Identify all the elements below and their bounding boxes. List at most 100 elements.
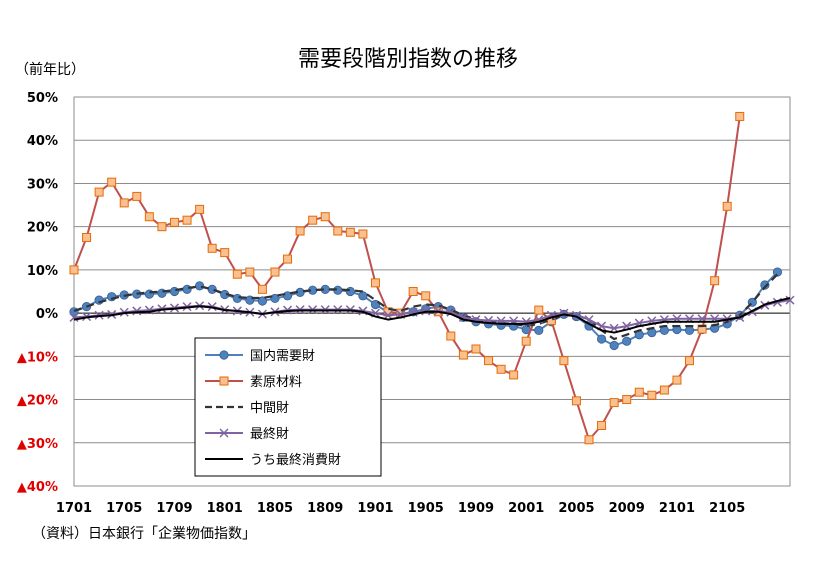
data-point xyxy=(169,286,180,297)
data-point xyxy=(659,385,669,395)
series-group xyxy=(73,297,791,334)
data-point xyxy=(710,276,720,286)
data-point xyxy=(596,334,607,344)
data-point xyxy=(219,350,229,360)
source-note: （資料）日本銀行「企業物価指数」 xyxy=(32,525,256,542)
legend-label: うち最終消費財 xyxy=(250,452,341,468)
data-point xyxy=(571,396,581,406)
data-point xyxy=(672,375,682,385)
data-point-stroke xyxy=(458,312,468,322)
data-point xyxy=(421,291,431,301)
data-point xyxy=(509,370,519,380)
data-point xyxy=(195,204,205,214)
data-point xyxy=(496,364,506,374)
data-point xyxy=(219,428,229,438)
data-point-stroke xyxy=(69,312,79,322)
data-point xyxy=(157,222,167,232)
data-point xyxy=(207,243,217,253)
data-point-stroke xyxy=(785,295,795,305)
data-point-stroke xyxy=(132,306,142,316)
y-tick-label: 10% xyxy=(27,264,58,279)
y-tick-label: ▲40% xyxy=(17,480,58,495)
series-layer xyxy=(69,111,795,445)
data-point xyxy=(559,356,569,366)
chart-title: 需要段階別指数の推移 xyxy=(298,47,518,72)
data-point xyxy=(308,215,318,225)
data-point xyxy=(358,291,368,301)
gridlines xyxy=(73,96,791,487)
data-point xyxy=(622,395,632,405)
data-point xyxy=(182,215,192,225)
data-point xyxy=(609,398,619,408)
data-point xyxy=(521,336,531,346)
legend-label: 最終財 xyxy=(250,426,289,442)
legend-label: 国内需要財 xyxy=(250,348,315,364)
data-point xyxy=(647,390,657,400)
y-tick-label: ▲10% xyxy=(17,350,58,365)
data-point-stroke xyxy=(571,310,581,320)
data-point xyxy=(584,435,594,445)
x-tick-label: 1705 xyxy=(106,501,142,516)
x-tick-label: 1901 xyxy=(357,501,393,516)
data-point-stroke xyxy=(622,321,632,331)
data-point xyxy=(82,232,92,242)
data-point-stroke xyxy=(609,323,619,333)
y-tick-label: 40% xyxy=(27,134,58,149)
x-tick-label: 2009 xyxy=(609,501,645,516)
data-point xyxy=(458,350,468,360)
data-point xyxy=(609,340,619,351)
data-point xyxy=(132,191,142,201)
y-tick-label: ▲30% xyxy=(17,437,58,452)
data-point-stroke xyxy=(219,428,229,438)
x-axis-ticks: 1701 1705 1709 1801 1805 1809 1901 1905 1909 2001… xyxy=(56,501,745,516)
x-tick-label: 2005 xyxy=(558,501,594,516)
x-tick-label: 2001 xyxy=(508,501,544,516)
data-point xyxy=(760,280,770,290)
data-point xyxy=(144,212,154,222)
data-point xyxy=(257,284,267,294)
series-group xyxy=(73,273,779,341)
data-point xyxy=(270,293,280,304)
data-point xyxy=(257,296,268,306)
legend-box xyxy=(194,337,382,477)
data-point xyxy=(270,267,280,277)
data-point xyxy=(484,356,494,366)
data-point xyxy=(132,306,142,316)
data-point xyxy=(534,305,544,315)
data-point xyxy=(220,248,230,258)
data-point-stroke xyxy=(634,318,644,328)
x-tick-label: 2105 xyxy=(709,501,745,516)
y-axis-unit-label: （前年比） xyxy=(15,61,85,78)
series-line xyxy=(73,297,791,334)
data-point-stroke xyxy=(446,307,456,317)
x-tick-label: 1709 xyxy=(156,501,192,516)
data-point xyxy=(685,356,695,366)
legend-label: 中間財 xyxy=(250,401,289,416)
plot-area-border xyxy=(73,96,791,487)
data-point xyxy=(785,295,795,305)
y-tick-label: 20% xyxy=(27,221,58,236)
data-point xyxy=(345,227,355,237)
data-point xyxy=(283,254,293,264)
y-axis-ticks: 50% 40% 30% 20% 10% 0% ▲10% ▲20% ▲30% ▲40% xyxy=(17,91,58,495)
data-point xyxy=(333,226,343,236)
data-point xyxy=(295,226,305,236)
x-tick-label: 1909 xyxy=(458,501,494,516)
y-tick-label: 50% xyxy=(27,91,58,106)
data-point xyxy=(534,325,544,335)
x-tick-label: 1801 xyxy=(207,501,243,516)
data-point xyxy=(94,187,104,197)
data-point xyxy=(446,331,456,341)
data-point xyxy=(772,267,783,277)
series-line xyxy=(73,273,779,341)
data-point xyxy=(722,201,732,211)
data-point xyxy=(735,111,745,121)
data-point xyxy=(597,420,607,430)
data-point xyxy=(282,291,293,301)
data-point xyxy=(622,336,632,346)
series-group xyxy=(69,111,745,445)
data-point xyxy=(358,229,368,239)
data-point xyxy=(69,265,79,275)
